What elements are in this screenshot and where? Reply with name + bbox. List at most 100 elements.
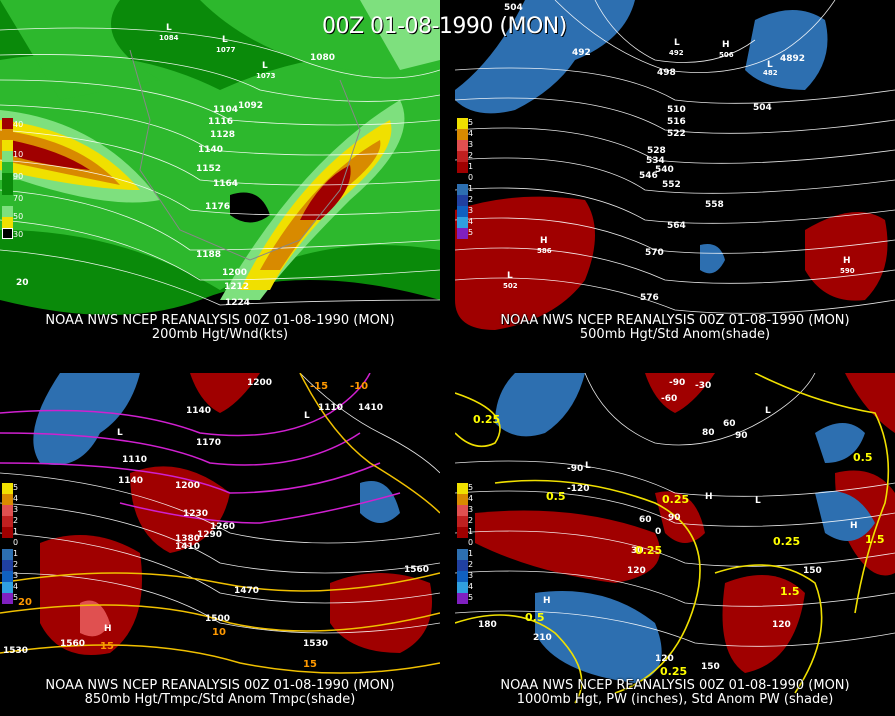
svg-text:564: 564 bbox=[667, 221, 686, 231]
svg-text:522: 522 bbox=[667, 129, 686, 139]
svg-text:H: H bbox=[843, 256, 851, 266]
panel-200mb-map: L 1084 L 1077 L 1073 1080 1092 1104 1116… bbox=[0, 0, 440, 343]
svg-text:1200: 1200 bbox=[247, 378, 272, 388]
svg-text:1470: 1470 bbox=[234, 586, 259, 596]
svg-text:-10: -10 bbox=[350, 381, 368, 392]
svg-text:L: L bbox=[117, 428, 123, 438]
svg-text:502: 502 bbox=[503, 282, 518, 290]
svg-text:180: 180 bbox=[478, 620, 497, 630]
svg-text:150: 150 bbox=[803, 566, 822, 576]
svg-text:120: 120 bbox=[655, 654, 674, 664]
svg-text:546: 546 bbox=[639, 171, 658, 181]
svg-text:1116: 1116 bbox=[208, 117, 233, 127]
svg-text:1188: 1188 bbox=[196, 250, 221, 260]
svg-text:1110: 1110 bbox=[122, 455, 147, 465]
svg-text:1140: 1140 bbox=[186, 406, 211, 416]
svg-text:L: L bbox=[166, 23, 172, 33]
svg-text:492: 492 bbox=[572, 48, 591, 58]
panel-850mb: 1200 1140 1110 1170 1140 1200 1230 1260 … bbox=[0, 373, 440, 716]
svg-text:0.25: 0.25 bbox=[635, 544, 662, 557]
svg-text:504: 504 bbox=[753, 103, 772, 113]
svg-text:1.5: 1.5 bbox=[780, 585, 800, 598]
svg-text:80: 80 bbox=[702, 428, 715, 438]
caption-850mb-line1: NOAA NWS NCEP REANALYSIS 00Z 01-08-1990 … bbox=[45, 678, 395, 693]
svg-text:0.5: 0.5 bbox=[853, 451, 873, 464]
svg-text:492: 492 bbox=[669, 49, 684, 57]
svg-text:498: 498 bbox=[657, 68, 676, 78]
svg-text:-60: -60 bbox=[661, 394, 677, 404]
colorbar-850mb: 5 4 3 2 1 0 1 2 3 4 5 bbox=[2, 483, 18, 604]
svg-text:1530: 1530 bbox=[3, 646, 28, 656]
svg-text:482: 482 bbox=[763, 69, 778, 77]
caption-1000mb-line2: 1000mb Hgt, PW (inches), Std Anom PW (sh… bbox=[516, 692, 834, 707]
svg-text:1500: 1500 bbox=[205, 614, 230, 624]
svg-text:H: H bbox=[104, 624, 112, 634]
svg-text:1230: 1230 bbox=[183, 509, 208, 519]
svg-text:1560: 1560 bbox=[404, 565, 429, 575]
svg-text:H: H bbox=[540, 236, 548, 246]
svg-text:1128: 1128 bbox=[210, 130, 235, 140]
svg-text:H: H bbox=[722, 40, 730, 50]
svg-text:H: H bbox=[705, 492, 713, 502]
svg-text:1077: 1077 bbox=[216, 46, 236, 54]
svg-text:150: 150 bbox=[701, 662, 720, 672]
svg-text:30: 30 bbox=[631, 546, 644, 556]
svg-text:0.25: 0.25 bbox=[660, 665, 687, 678]
svg-text:H: H bbox=[850, 521, 858, 531]
svg-text:1380: 1380 bbox=[175, 534, 200, 544]
svg-text:-90: -90 bbox=[669, 378, 685, 388]
svg-text:L: L bbox=[674, 38, 680, 48]
panel-200mb: L 1084 L 1077 L 1073 1080 1092 1104 1116… bbox=[0, 0, 440, 343]
svg-text:1410: 1410 bbox=[358, 403, 383, 413]
svg-text:90: 90 bbox=[735, 431, 748, 441]
caption-850mb-line2: 850mb Hgt/Tmpc/Std Anom Tmpc(shade) bbox=[84, 692, 356, 707]
svg-text:L: L bbox=[755, 496, 761, 506]
svg-text:576: 576 bbox=[640, 293, 659, 303]
svg-text:1164: 1164 bbox=[213, 179, 238, 189]
svg-text:L: L bbox=[765, 406, 771, 416]
caption-500mb-line1: NOAA NWS NCEP REANALYSIS 00Z 01-08-1990 … bbox=[500, 313, 850, 328]
svg-text:0.5: 0.5 bbox=[546, 490, 566, 503]
svg-text:540: 540 bbox=[655, 165, 674, 175]
svg-text:0.25: 0.25 bbox=[662, 493, 689, 506]
svg-text:528: 528 bbox=[647, 146, 666, 156]
svg-text:-30: -30 bbox=[695, 381, 711, 391]
svg-text:1140: 1140 bbox=[118, 476, 143, 486]
svg-text:1.5: 1.5 bbox=[865, 533, 885, 546]
colorbar-500mb: 5 4 3 2 1 0 1 2 3 4 5 bbox=[457, 118, 473, 239]
svg-text:558: 558 bbox=[705, 200, 724, 210]
caption-1000mb-line1: NOAA NWS NCEP REANALYSIS 00Z 01-08-1990 … bbox=[500, 678, 850, 693]
svg-text:510: 510 bbox=[667, 105, 686, 115]
svg-text:15: 15 bbox=[303, 659, 317, 670]
svg-text:1410: 1410 bbox=[175, 542, 200, 552]
svg-text:10: 10 bbox=[212, 627, 226, 638]
panel-500mb-map: 504 492 498 510 516 522 528 534 540 546 … bbox=[455, 0, 895, 343]
svg-text:0.25: 0.25 bbox=[773, 535, 800, 548]
svg-text:L: L bbox=[304, 411, 310, 421]
panel-850mb-map: 1200 1140 1110 1170 1140 1200 1230 1260 … bbox=[0, 373, 440, 716]
svg-text:1084: 1084 bbox=[159, 34, 179, 42]
svg-text:570: 570 bbox=[645, 248, 664, 258]
svg-text:1152: 1152 bbox=[196, 164, 221, 174]
svg-text:1212: 1212 bbox=[224, 282, 249, 292]
svg-text:552: 552 bbox=[662, 180, 681, 190]
svg-text:-90: -90 bbox=[567, 464, 583, 474]
svg-text:L: L bbox=[585, 461, 591, 471]
svg-text:60: 60 bbox=[639, 515, 652, 525]
svg-text:1080: 1080 bbox=[310, 53, 335, 63]
svg-text:120: 120 bbox=[772, 620, 791, 630]
colorbar-200mb: 40 10 90 70 50 30 bbox=[2, 118, 23, 239]
svg-text:L: L bbox=[222, 35, 228, 45]
svg-text:L: L bbox=[507, 271, 513, 281]
svg-text:1176: 1176 bbox=[205, 202, 230, 212]
svg-text:1530: 1530 bbox=[303, 639, 328, 649]
svg-text:L: L bbox=[262, 61, 268, 71]
svg-text:0.25: 0.25 bbox=[473, 413, 500, 426]
svg-text:1110: 1110 bbox=[318, 403, 343, 413]
svg-text:210: 210 bbox=[533, 633, 552, 643]
svg-text:120: 120 bbox=[627, 566, 646, 576]
svg-text:90: 90 bbox=[668, 513, 681, 523]
svg-text:1170: 1170 bbox=[196, 438, 221, 448]
colorbar-1000mb: 5 4 3 2 1 0 1 2 3 4 5 bbox=[457, 483, 473, 604]
main-title: 00Z 01-08-1990 (MON) bbox=[322, 14, 567, 39]
